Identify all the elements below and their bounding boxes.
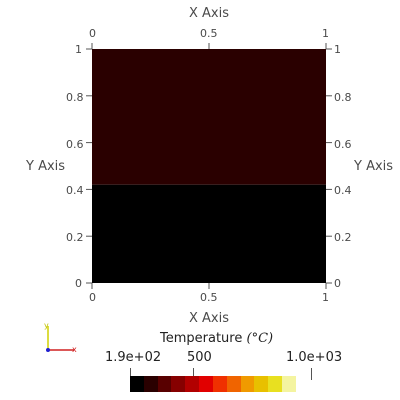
y-tick-right-06: 0.6 (334, 138, 352, 151)
colorbar-swatch-4 (185, 376, 200, 392)
colorbar-swatch-1 (143, 376, 158, 392)
orientation-z-point (46, 348, 50, 352)
colorbar-mid-tick (193, 368, 194, 376)
colorbar-swatch-3 (171, 376, 186, 392)
heatmap-region-top (92, 49, 326, 185)
colorbar-swatch-9 (254, 376, 269, 392)
y-tick-left-0: 0 (75, 277, 82, 290)
colorbar-title: Temperature (°C) (160, 331, 273, 346)
colorbar-unit: (°C) (246, 331, 274, 346)
colorbar-max-tick (311, 368, 312, 380)
colorbar-min-label: 1.9e+02 (105, 350, 162, 365)
y-axis-title-right: Y Axis (354, 159, 394, 174)
orientation-axes-icon[interactable] (46, 326, 74, 352)
colorbar (130, 376, 296, 392)
colorbar-swatch-11 (282, 376, 296, 392)
orientation-x-label: x (72, 345, 77, 354)
colorbar-swatch-7 (226, 376, 241, 392)
y-tick-left-08: 0.8 (66, 91, 84, 104)
x-tick-bottom-1: 1 (322, 291, 329, 304)
x-tick-top-1: 1 (322, 27, 329, 40)
x-axis-title-top: X Axis (189, 6, 230, 21)
heatmap-region-bottom (92, 184, 326, 283)
colorbar-swatch-5 (199, 376, 213, 392)
colorbar-mid-label: 500 (187, 350, 212, 365)
x-axis-title-bottom: X Axis (189, 311, 230, 326)
x-tick-top-05: 0.5 (200, 27, 218, 40)
y-axis-title-left: Y Axis (26, 159, 66, 174)
x-tick-top-0: 0 (89, 27, 96, 40)
y-tick-right-1: 1 (334, 43, 341, 56)
x-tick-bottom-05: 0.5 (200, 291, 218, 304)
x-tick-bottom-0: 0 (89, 291, 96, 304)
colorbar-swatch-0 (130, 376, 144, 392)
y-tick-right-02: 0.2 (334, 231, 352, 244)
y-tick-right-08: 0.8 (334, 91, 352, 104)
y-tick-left-1: 1 (75, 43, 82, 56)
colorbar-swatch-10 (268, 376, 283, 392)
colorbar-swatch-2 (157, 376, 172, 392)
orientation-y-label: y (44, 321, 49, 330)
colorbar-max-label: 1.0e+03 (286, 350, 343, 365)
colorbar-swatch-8 (240, 376, 255, 392)
y-tick-left-02: 0.2 (66, 231, 84, 244)
colorbar-swatch-6 (212, 376, 227, 392)
y-tick-right-04: 0.4 (334, 184, 352, 197)
y-tick-right-0: 0 (334, 277, 341, 290)
tick-marks (86, 43, 332, 289)
y-tick-left-04: 0.4 (66, 184, 84, 197)
colorbar-min-tick (130, 368, 131, 376)
y-tick-left-06: 0.6 (66, 138, 84, 151)
colorbar-title-text: Temperature (160, 331, 243, 346)
